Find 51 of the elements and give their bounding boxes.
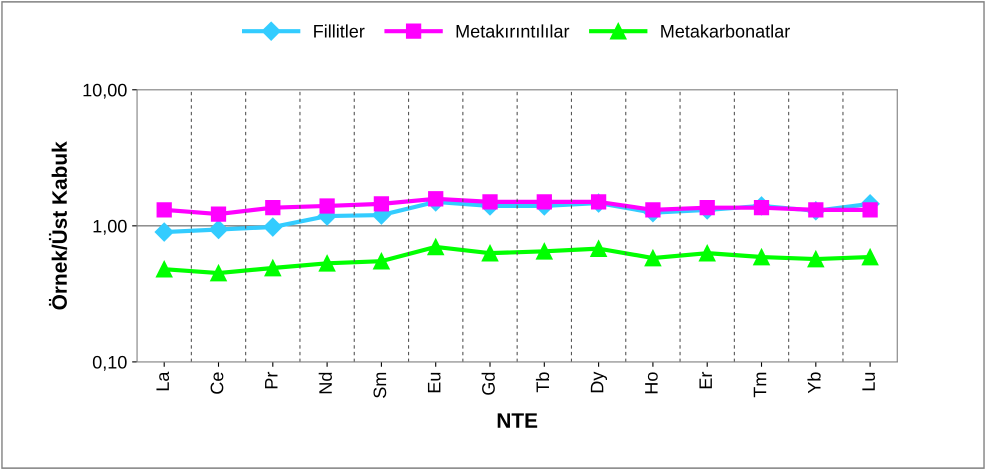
point xyxy=(700,200,715,216)
point xyxy=(536,194,552,210)
point xyxy=(263,217,282,237)
point xyxy=(645,202,661,218)
y-axis-title: Örnek/Üst Kabuk xyxy=(48,141,68,310)
point xyxy=(264,260,282,276)
y-tick-label: 1,00 xyxy=(94,220,127,235)
point xyxy=(482,194,498,210)
x-tick-label: La xyxy=(156,372,170,390)
point xyxy=(374,196,390,212)
point xyxy=(753,248,770,266)
point xyxy=(319,198,335,214)
x-tick-label: Gd xyxy=(482,372,495,395)
point xyxy=(428,191,444,206)
legend-label: Metakarbonatlar xyxy=(661,24,790,38)
point xyxy=(210,264,227,282)
x-tick-label: Er xyxy=(699,372,712,388)
point xyxy=(807,250,824,268)
x-axis-title: NTE xyxy=(498,413,538,428)
x-tick-label: Ce xyxy=(210,372,224,394)
x-tick-label: Dy xyxy=(590,372,608,392)
x-tick-label: Yb xyxy=(807,372,821,394)
point xyxy=(373,252,390,270)
legend-label: Fillitler xyxy=(314,24,365,38)
point xyxy=(862,248,878,266)
point xyxy=(644,250,662,266)
point xyxy=(862,202,878,218)
x-tick-label: Pr xyxy=(265,372,278,388)
point xyxy=(318,255,336,272)
point xyxy=(427,238,444,256)
point xyxy=(210,206,226,222)
point xyxy=(208,220,228,240)
x-tick-label: Sm xyxy=(373,372,386,398)
point xyxy=(590,194,606,210)
y-tick-label: 0,10 xyxy=(92,356,127,371)
x-tick-label: Tb xyxy=(536,372,550,392)
point xyxy=(265,200,280,216)
point xyxy=(156,260,173,278)
point xyxy=(154,222,174,242)
x-tick-label: Eu xyxy=(428,372,441,392)
point xyxy=(698,244,716,262)
point xyxy=(536,242,553,260)
legend-label: Metakırıntılılar xyxy=(456,24,570,38)
x-tick-label: Ho xyxy=(645,372,658,394)
y-tick-label: 10,00 xyxy=(84,84,127,99)
point xyxy=(482,244,498,262)
point xyxy=(156,202,172,218)
x-tick-label: Tm xyxy=(754,372,766,398)
x-tick-label: Nd xyxy=(318,372,332,394)
x-tick-label: Lu xyxy=(862,372,875,390)
point xyxy=(590,240,607,257)
